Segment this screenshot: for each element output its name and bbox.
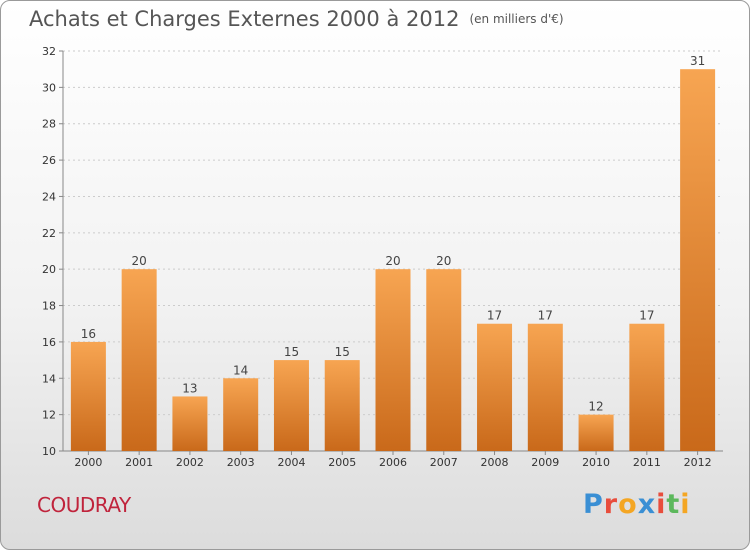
x-tick-label: 2008 — [481, 456, 509, 469]
x-tick-label: 2003 — [227, 456, 255, 469]
x-tick-label: 2005 — [328, 456, 356, 469]
x-tick-label: 2009 — [531, 456, 559, 469]
data-label: 15 — [335, 345, 350, 359]
y-tick-label: 32 — [42, 45, 56, 58]
y-tick-label: 28 — [42, 118, 56, 131]
data-label: 15 — [284, 345, 299, 359]
x-tick-label: 2004 — [277, 456, 305, 469]
title-text: Achats et Charges Externes 2000 à 2012 — [29, 7, 460, 31]
data-labels: 16 20 13 14 15 15 20 20 17 17 12 17 31 — [81, 54, 706, 413]
x-tick-label: 2002 — [176, 456, 204, 469]
x-tick-label: 2001 — [125, 456, 153, 469]
y-tick-label: 16 — [42, 336, 56, 349]
bars — [70, 69, 716, 451]
x-tick-label: 2010 — [582, 456, 610, 469]
bar — [375, 269, 411, 451]
data-label: 20 — [385, 254, 400, 268]
data-label: 14 — [233, 363, 248, 377]
bar — [70, 341, 106, 451]
x-tick-label: 2007 — [430, 456, 458, 469]
y-tick-label: 20 — [42, 263, 56, 276]
data-label: 20 — [132, 254, 147, 268]
y-tick-label: 12 — [42, 409, 56, 422]
data-label: 12 — [588, 400, 603, 414]
logo-letter: t — [666, 489, 681, 520]
y-tick-label: 26 — [42, 154, 56, 167]
y-tick-label: 14 — [42, 372, 56, 385]
bar — [172, 396, 208, 451]
logo-letter: o — [618, 489, 638, 520]
bar — [578, 414, 614, 451]
x-tick-label: 2006 — [379, 456, 407, 469]
logo-letter: P — [583, 489, 604, 520]
logo-letter: i — [656, 489, 667, 520]
logo-letter: i — [680, 489, 691, 520]
logo-letter: x — [637, 489, 657, 520]
bar — [527, 323, 563, 451]
y-tick-label: 30 — [42, 81, 56, 94]
y-tick-label: 22 — [42, 227, 56, 240]
data-label: 13 — [182, 381, 197, 395]
x-tick-label: 2011 — [633, 456, 661, 469]
y-tick-label: 18 — [42, 300, 56, 313]
proxiti-logo[interactable]: Proxiti — [583, 489, 691, 520]
bar — [477, 323, 513, 451]
logo-letter: r — [603, 489, 619, 520]
x-tick-label: 2000 — [74, 456, 102, 469]
tick-labels: 10 12 14 16 18 20 22 24 26 28 30 32 2000 2001 2002 2003… — [42, 45, 712, 469]
data-label: 16 — [81, 327, 96, 341]
data-label: 20 — [436, 254, 451, 268]
bar — [121, 269, 157, 451]
town-name: COUDRAY — [37, 493, 131, 517]
bar — [223, 378, 259, 451]
x-tick-label: 2012 — [684, 456, 712, 469]
data-label: 17 — [538, 309, 553, 323]
data-label: 17 — [487, 309, 502, 323]
unit-label: (en milliers d'€) — [469, 12, 564, 26]
y-tick-label: 24 — [42, 190, 56, 203]
bar — [426, 269, 462, 451]
data-label: 17 — [639, 309, 654, 323]
y-tick-label: 10 — [42, 445, 56, 458]
data-label: 31 — [690, 54, 705, 68]
bar — [629, 323, 665, 451]
bar — [273, 360, 309, 451]
bar — [324, 360, 360, 451]
chart-title: Achats et Charges Externes 2000 à 2012 (e… — [29, 7, 564, 31]
bar — [680, 69, 716, 451]
